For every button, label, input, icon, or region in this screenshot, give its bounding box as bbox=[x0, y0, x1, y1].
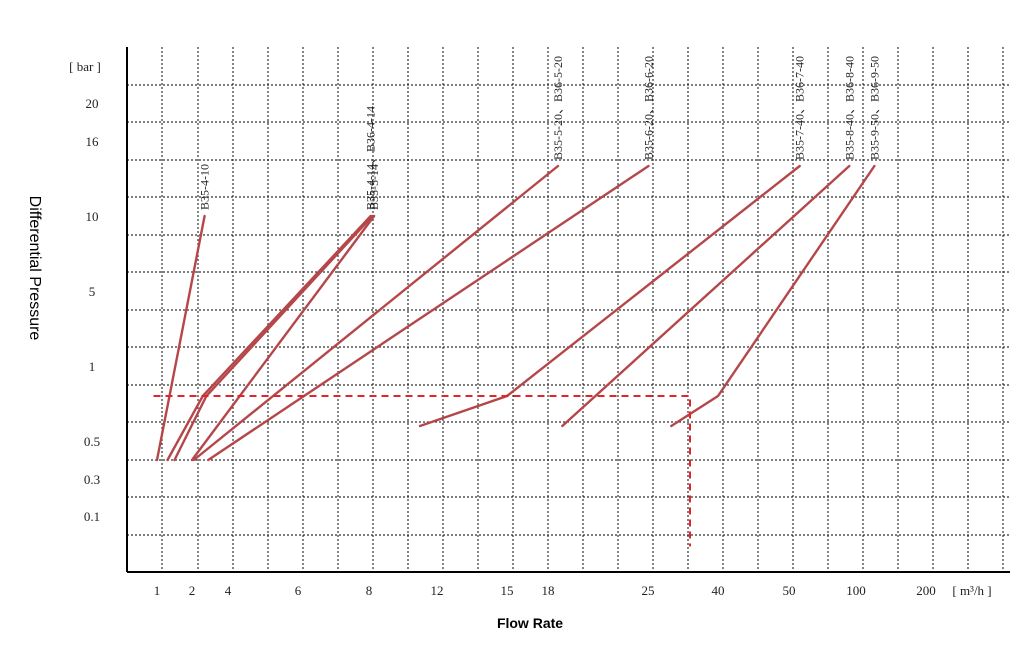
y-tick-label: 0.5 bbox=[84, 434, 100, 449]
x-tick-label: 12 bbox=[431, 583, 444, 598]
x-tick-label: 15 bbox=[501, 583, 514, 598]
series-label: B35-9-50、B36-9-50 bbox=[867, 56, 881, 160]
series-line bbox=[173, 214, 374, 462]
x-axis-title: Flow Rate bbox=[497, 615, 563, 631]
series-line bbox=[155, 214, 206, 462]
chart-axes bbox=[126, 47, 1010, 573]
x-tick-label: 18 bbox=[542, 583, 555, 598]
series-line bbox=[190, 214, 376, 462]
x-tick-label: 8 bbox=[366, 583, 373, 598]
guide-dashed-line bbox=[153, 395, 691, 547]
series-line bbox=[206, 164, 650, 462]
chart-grid bbox=[127, 47, 1010, 572]
series-label: B35-4-14、B36-4-14 bbox=[364, 106, 378, 210]
series-line bbox=[670, 164, 876, 428]
y-axis-title: Differential Pressure bbox=[26, 196, 43, 341]
x-tick-label: 6 bbox=[295, 583, 302, 598]
x-tick-label: 1 bbox=[154, 583, 161, 598]
y-tick-label: 1 bbox=[89, 359, 96, 374]
series-label: B35-5-14 bbox=[367, 164, 381, 210]
x-tick-label: 2 bbox=[189, 583, 196, 598]
y-tick-label: 16 bbox=[86, 134, 100, 149]
series-line bbox=[561, 164, 851, 428]
series-label: B35-5-20、B36-5-20 bbox=[551, 56, 565, 160]
x-tick-label: 4 bbox=[225, 583, 232, 598]
y-tick-label: 20 bbox=[86, 96, 99, 111]
series-lines bbox=[155, 164, 876, 462]
x-tick-label: 100 bbox=[846, 583, 866, 598]
y-unit-label: [ bar ] bbox=[69, 59, 101, 74]
series-label: B35-6-20、B36-6-20 bbox=[642, 56, 656, 160]
series-line bbox=[418, 164, 801, 428]
x-tick-label: 40 bbox=[712, 583, 725, 598]
series-label: B35-8-40、B36-8-40 bbox=[842, 56, 856, 160]
x-unit-label: [ m³/h ] bbox=[952, 583, 991, 598]
x-axis-ticks: 1 2 4 6 8 12 15 18 25 40 50 100 200 bbox=[154, 583, 936, 598]
x-tick-label: 25 bbox=[642, 583, 655, 598]
y-tick-label: 10 bbox=[86, 209, 99, 224]
series-label: B35-4-10 bbox=[198, 164, 212, 210]
y-tick-label: 0.1 bbox=[84, 509, 100, 524]
y-axis-ticks: 20 16 10 5 1 0.5 0.3 0.1 bbox=[84, 96, 100, 524]
series-line bbox=[192, 164, 560, 462]
x-tick-label: 50 bbox=[783, 583, 796, 598]
y-tick-label: 5 bbox=[89, 284, 96, 299]
guide-line bbox=[153, 395, 691, 547]
y-tick-label: 0.3 bbox=[84, 472, 100, 487]
series-label: B35-7-40、B36-7-40 bbox=[793, 56, 807, 160]
x-tick-label: 200 bbox=[916, 583, 936, 598]
